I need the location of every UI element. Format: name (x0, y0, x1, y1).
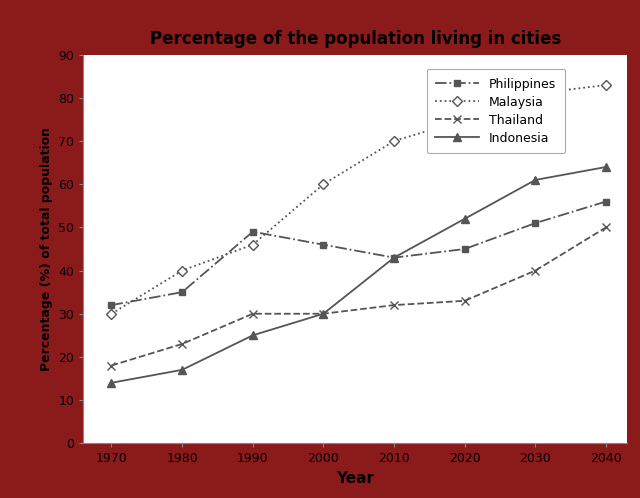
Title: Percentage of the population living in cities: Percentage of the population living in c… (150, 30, 561, 48)
Malaysia (531, 91, 539, 97)
Indonesia (179, 367, 186, 373)
Indonesia (108, 380, 115, 386)
Philippines (179, 289, 186, 295)
Thailand (319, 311, 327, 317)
Malaysia (249, 242, 257, 248)
Thailand (390, 302, 398, 308)
Philippines (531, 220, 539, 226)
Thailand (531, 267, 539, 273)
Thailand (249, 311, 257, 317)
Indonesia (249, 332, 257, 338)
Legend: Philippines, Malaysia, Thailand, Indonesia: Philippines, Malaysia, Thailand, Indones… (427, 69, 565, 153)
Line: Thailand: Thailand (108, 223, 610, 370)
Line: Indonesia: Indonesia (108, 163, 610, 387)
Philippines (390, 254, 398, 260)
Philippines (602, 199, 610, 205)
Thailand (461, 298, 468, 304)
Malaysia (390, 138, 398, 144)
Thailand (179, 341, 186, 347)
Philippines (319, 242, 327, 248)
Indonesia (390, 254, 398, 260)
Line: Malaysia: Malaysia (108, 82, 609, 317)
Malaysia (319, 181, 327, 187)
Philippines (249, 229, 257, 235)
Indonesia (531, 177, 539, 183)
Philippines (461, 246, 468, 252)
Indonesia (602, 164, 610, 170)
Thailand (602, 225, 610, 231)
Malaysia (461, 117, 468, 123)
Y-axis label: Percentage (%) of total population: Percentage (%) of total population (40, 127, 52, 371)
X-axis label: Year: Year (336, 471, 374, 486)
Malaysia (179, 267, 186, 273)
Line: Philippines: Philippines (108, 198, 609, 309)
Malaysia (108, 311, 115, 317)
Indonesia (319, 311, 327, 317)
Indonesia (461, 216, 468, 222)
Philippines (108, 302, 115, 308)
Thailand (108, 363, 115, 369)
Malaysia (602, 82, 610, 88)
